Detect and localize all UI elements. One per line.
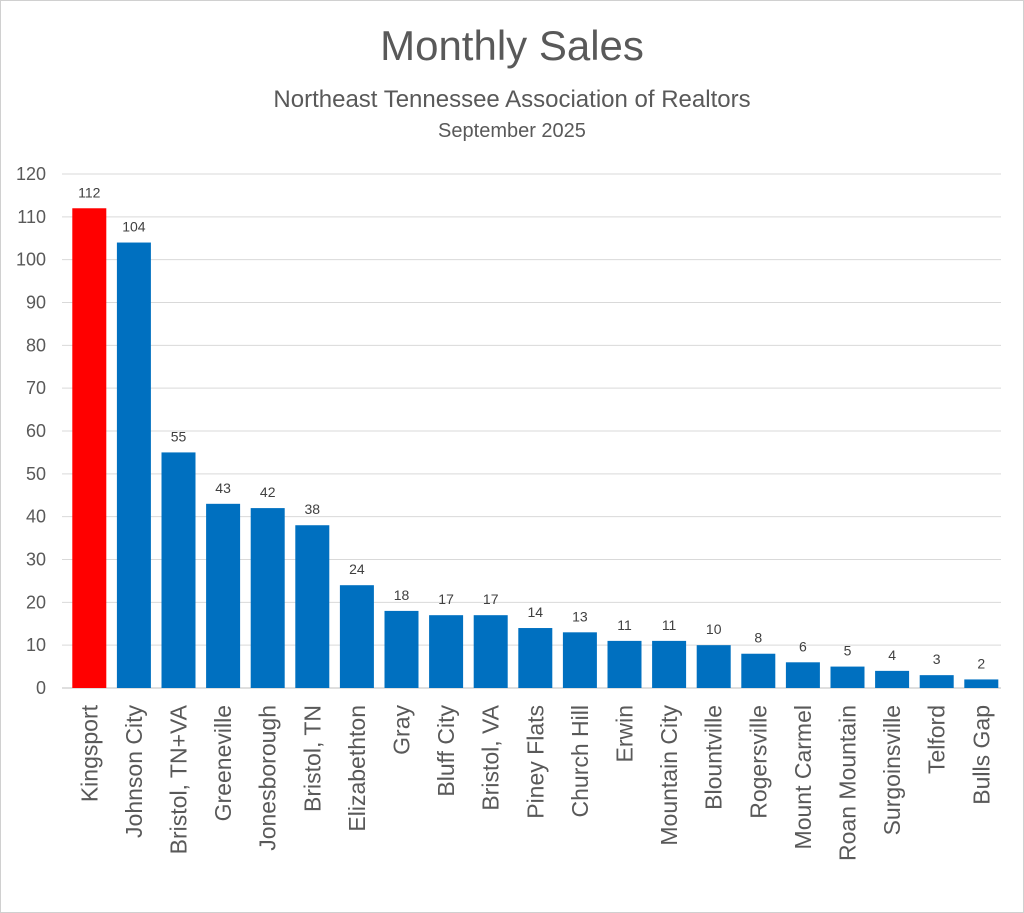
y-tick-label: 60 [26, 421, 46, 441]
x-tick-label: Greeneville [210, 705, 236, 821]
x-tick-label: Mount Carmel [790, 705, 816, 849]
y-tick-label: 80 [26, 335, 46, 355]
bar-blountville [696, 645, 731, 688]
bar-elizabethton [339, 585, 374, 688]
y-tick-label: 90 [26, 293, 46, 313]
data-label: 42 [260, 484, 276, 500]
x-tick-label: Gray [389, 705, 415, 755]
bar-jonesborough [250, 508, 285, 688]
x-tick-label: Bristol, TN+VA [166, 704, 192, 854]
data-label: 3 [933, 651, 941, 667]
data-label: 8 [754, 630, 762, 646]
x-tick-label: Jonesborough [255, 705, 281, 851]
y-tick-label: 120 [16, 164, 46, 184]
x-tick-label: Piney Flats [522, 705, 548, 819]
data-label: 4 [888, 647, 896, 663]
bar-bluff-city [429, 615, 464, 688]
data-label: 112 [78, 184, 101, 200]
bar-rogersville [741, 653, 776, 688]
data-label: 17 [438, 591, 454, 607]
x-tick-label: Bristol, TN [299, 705, 325, 812]
y-tick-label: 20 [26, 592, 46, 612]
bar-greeneville [206, 503, 241, 688]
chart-subtitle: Northeast Tennessee Association of Realt… [273, 86, 751, 113]
bar-telford [919, 675, 954, 688]
bar-church-hill [562, 632, 597, 688]
bar-surgoinsville [875, 670, 910, 688]
y-tick-label: 10 [26, 635, 46, 655]
y-tick-label: 30 [26, 550, 46, 570]
data-label: 18 [394, 587, 410, 603]
x-tick-label: Mountain City [656, 705, 682, 846]
y-tick-label: 110 [17, 207, 46, 227]
data-label: 2 [977, 655, 985, 671]
bar-bristol-tn [295, 525, 330, 688]
data-label: 14 [528, 604, 544, 620]
x-tick-label: Blountville [701, 705, 727, 810]
data-label: 11 [617, 617, 632, 633]
x-tick-label: Roan Mountain [835, 705, 861, 861]
x-tick-label: Church Hill [567, 705, 593, 817]
y-tick-label: 40 [26, 507, 46, 527]
x-tick-label: Johnson City [121, 705, 147, 838]
x-tick-label: Bulls Gap [968, 705, 994, 805]
data-label: 13 [572, 608, 588, 624]
bar-gray [384, 610, 419, 688]
data-label: 43 [215, 480, 231, 496]
data-label: 55 [171, 428, 187, 444]
bar-bulls-gap [964, 679, 999, 688]
x-tick-label: Erwin [612, 705, 638, 763]
bar-kingsport [72, 208, 107, 688]
y-tick-label: 100 [16, 250, 46, 270]
y-axis: 0 10 20 30 40 50 60 70 80 90 100 110 120 [16, 164, 46, 698]
data-label: 5 [844, 643, 852, 659]
data-label: 104 [122, 219, 146, 235]
x-tick-label: Elizabethton [344, 705, 370, 832]
y-tick-label: 70 [26, 378, 46, 398]
bar-mount-carmel [785, 662, 820, 688]
chart-title: Monthly Sales [380, 22, 644, 69]
bar-erwin [607, 640, 642, 688]
bars [72, 208, 999, 689]
y-tick-label: 0 [36, 678, 46, 698]
data-label: 17 [483, 591, 499, 607]
bar-mountain-city [652, 640, 687, 688]
x-tick-label: Kingsport [76, 704, 102, 802]
bar-roan-mountain [830, 666, 865, 688]
x-tick-label: Bristol, VA [478, 704, 504, 810]
data-label: 24 [349, 561, 365, 577]
bar-johnson-city [116, 242, 151, 689]
data-label: 10 [706, 621, 722, 637]
x-tick-label: Bluff City [433, 705, 459, 797]
data-label: 6 [799, 638, 807, 654]
data-label: 38 [305, 501, 321, 517]
bar-bristol-tn-va [161, 452, 196, 688]
x-tick-label: Telford [924, 705, 950, 774]
y-tick-label: 50 [26, 464, 46, 484]
x-tick-label: Rogersville [745, 705, 771, 819]
chart-date: September 2025 [438, 120, 586, 142]
data-label: 11 [662, 617, 677, 633]
bar-bristol-va [473, 615, 508, 688]
x-tick-label: Surgoinsville [879, 705, 905, 835]
x-axis: Kingsport Johnson City Bristol, TN+VA Green… [76, 704, 994, 861]
bar-piney-flats [518, 628, 553, 688]
